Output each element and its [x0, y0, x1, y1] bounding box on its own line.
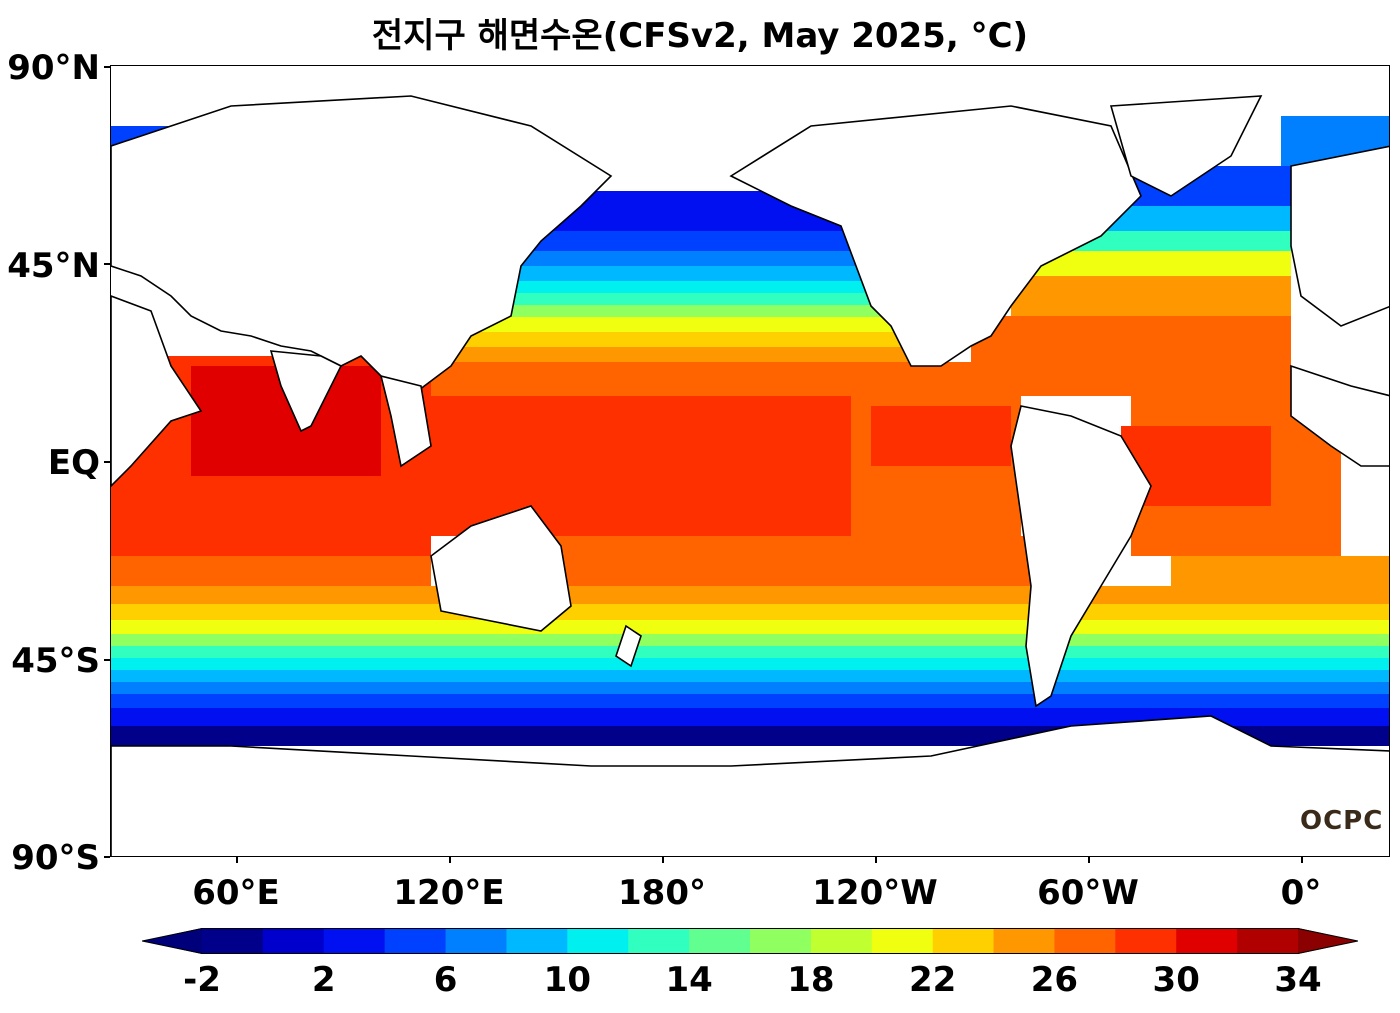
colorbar-segment	[1054, 928, 1116, 954]
colorbar-tick-label: -2	[183, 960, 221, 1000]
colorbar-segment	[384, 928, 447, 954]
colorbar-segment	[202, 928, 264, 954]
colorbar-under-triangle	[142, 928, 202, 954]
colorbar-tick-label: 34	[1274, 960, 1322, 1000]
lon-label-180: 180°	[618, 873, 706, 913]
west-africa	[1290, 364, 1389, 467]
colorbar-outline	[142, 928, 1358, 954]
colorbar-tick-label: 14	[665, 960, 713, 1000]
lat-label-90s: 90°S	[11, 838, 100, 878]
colorbar-segment	[506, 928, 568, 954]
ocpc-logo: OCPC	[1300, 806, 1384, 836]
colorbar-tick-label: 18	[787, 960, 835, 1000]
colorbar	[142, 928, 1358, 954]
colorbar-segment	[993, 928, 1055, 954]
lat-tick	[104, 856, 110, 858]
greenland	[1109, 95, 1263, 197]
lon-label-0: 0°	[1280, 873, 1322, 913]
land	[111, 95, 1389, 856]
colorbar-segment	[871, 928, 934, 954]
sst-map-canvas	[111, 66, 1389, 856]
colorbar-segment	[323, 928, 386, 954]
lat-tick	[104, 461, 110, 463]
colorbar-over-triangle	[1298, 928, 1358, 954]
colorbar-segment	[1237, 928, 1299, 954]
africa	[111, 295, 203, 488]
colorbar-segment	[567, 928, 629, 954]
colorbar-tick-label: 26	[1030, 960, 1079, 1000]
colorbar-tick-label: 22	[908, 960, 957, 1000]
north-america	[729, 105, 1142, 367]
india	[269, 350, 343, 433]
lon-tick	[449, 857, 451, 863]
lon-tick	[236, 857, 238, 863]
lat-label-45n: 45°N	[7, 246, 100, 286]
sst-map	[110, 65, 1390, 857]
australia	[430, 505, 572, 632]
colorbar-segment	[262, 928, 325, 954]
lat-label-45s: 45°S	[11, 641, 100, 681]
south-america	[1010, 405, 1152, 708]
colorbar-segment	[628, 928, 690, 954]
colorbar-segment	[1176, 928, 1238, 954]
lat-tick	[104, 66, 110, 68]
lon-tick	[662, 857, 664, 863]
new-zealand	[615, 624, 642, 668]
lon-label-60e: 60°E	[192, 873, 280, 913]
lat-tick	[104, 659, 110, 661]
colorbar-segment	[1115, 928, 1177, 954]
colorbar-tick-label: 2	[311, 960, 336, 1000]
colorbar-segment	[750, 928, 812, 954]
lon-label-120w: 120°W	[812, 873, 938, 913]
sst-bands	[111, 66, 1389, 856]
colorbar-tick-label: 10	[543, 960, 591, 1000]
colorbar-tick-label: 6	[433, 960, 458, 1000]
lon-label-60w: 60°W	[1037, 873, 1139, 913]
colorbar-tick-label: 30	[1152, 960, 1200, 1000]
lat-label-eq: EQ	[47, 443, 100, 483]
colorbar-segment	[810, 928, 873, 954]
lat-tick	[104, 263, 110, 265]
lon-tick	[875, 857, 877, 863]
europe	[1290, 145, 1389, 327]
antarctica	[111, 715, 1389, 856]
colorbar-segment	[445, 928, 507, 954]
lon-label-120e: 120°E	[393, 873, 505, 913]
lon-tick	[1301, 857, 1303, 863]
map-title: 전지구 해면수온(CFSv2, May 2025, °C)	[371, 16, 1029, 56]
colorbar-segment	[932, 928, 995, 954]
colorbar-segment	[689, 928, 751, 954]
lat-label-90n: 90°N	[7, 48, 100, 88]
se-asia	[379, 374, 432, 468]
lon-tick	[1088, 857, 1090, 863]
